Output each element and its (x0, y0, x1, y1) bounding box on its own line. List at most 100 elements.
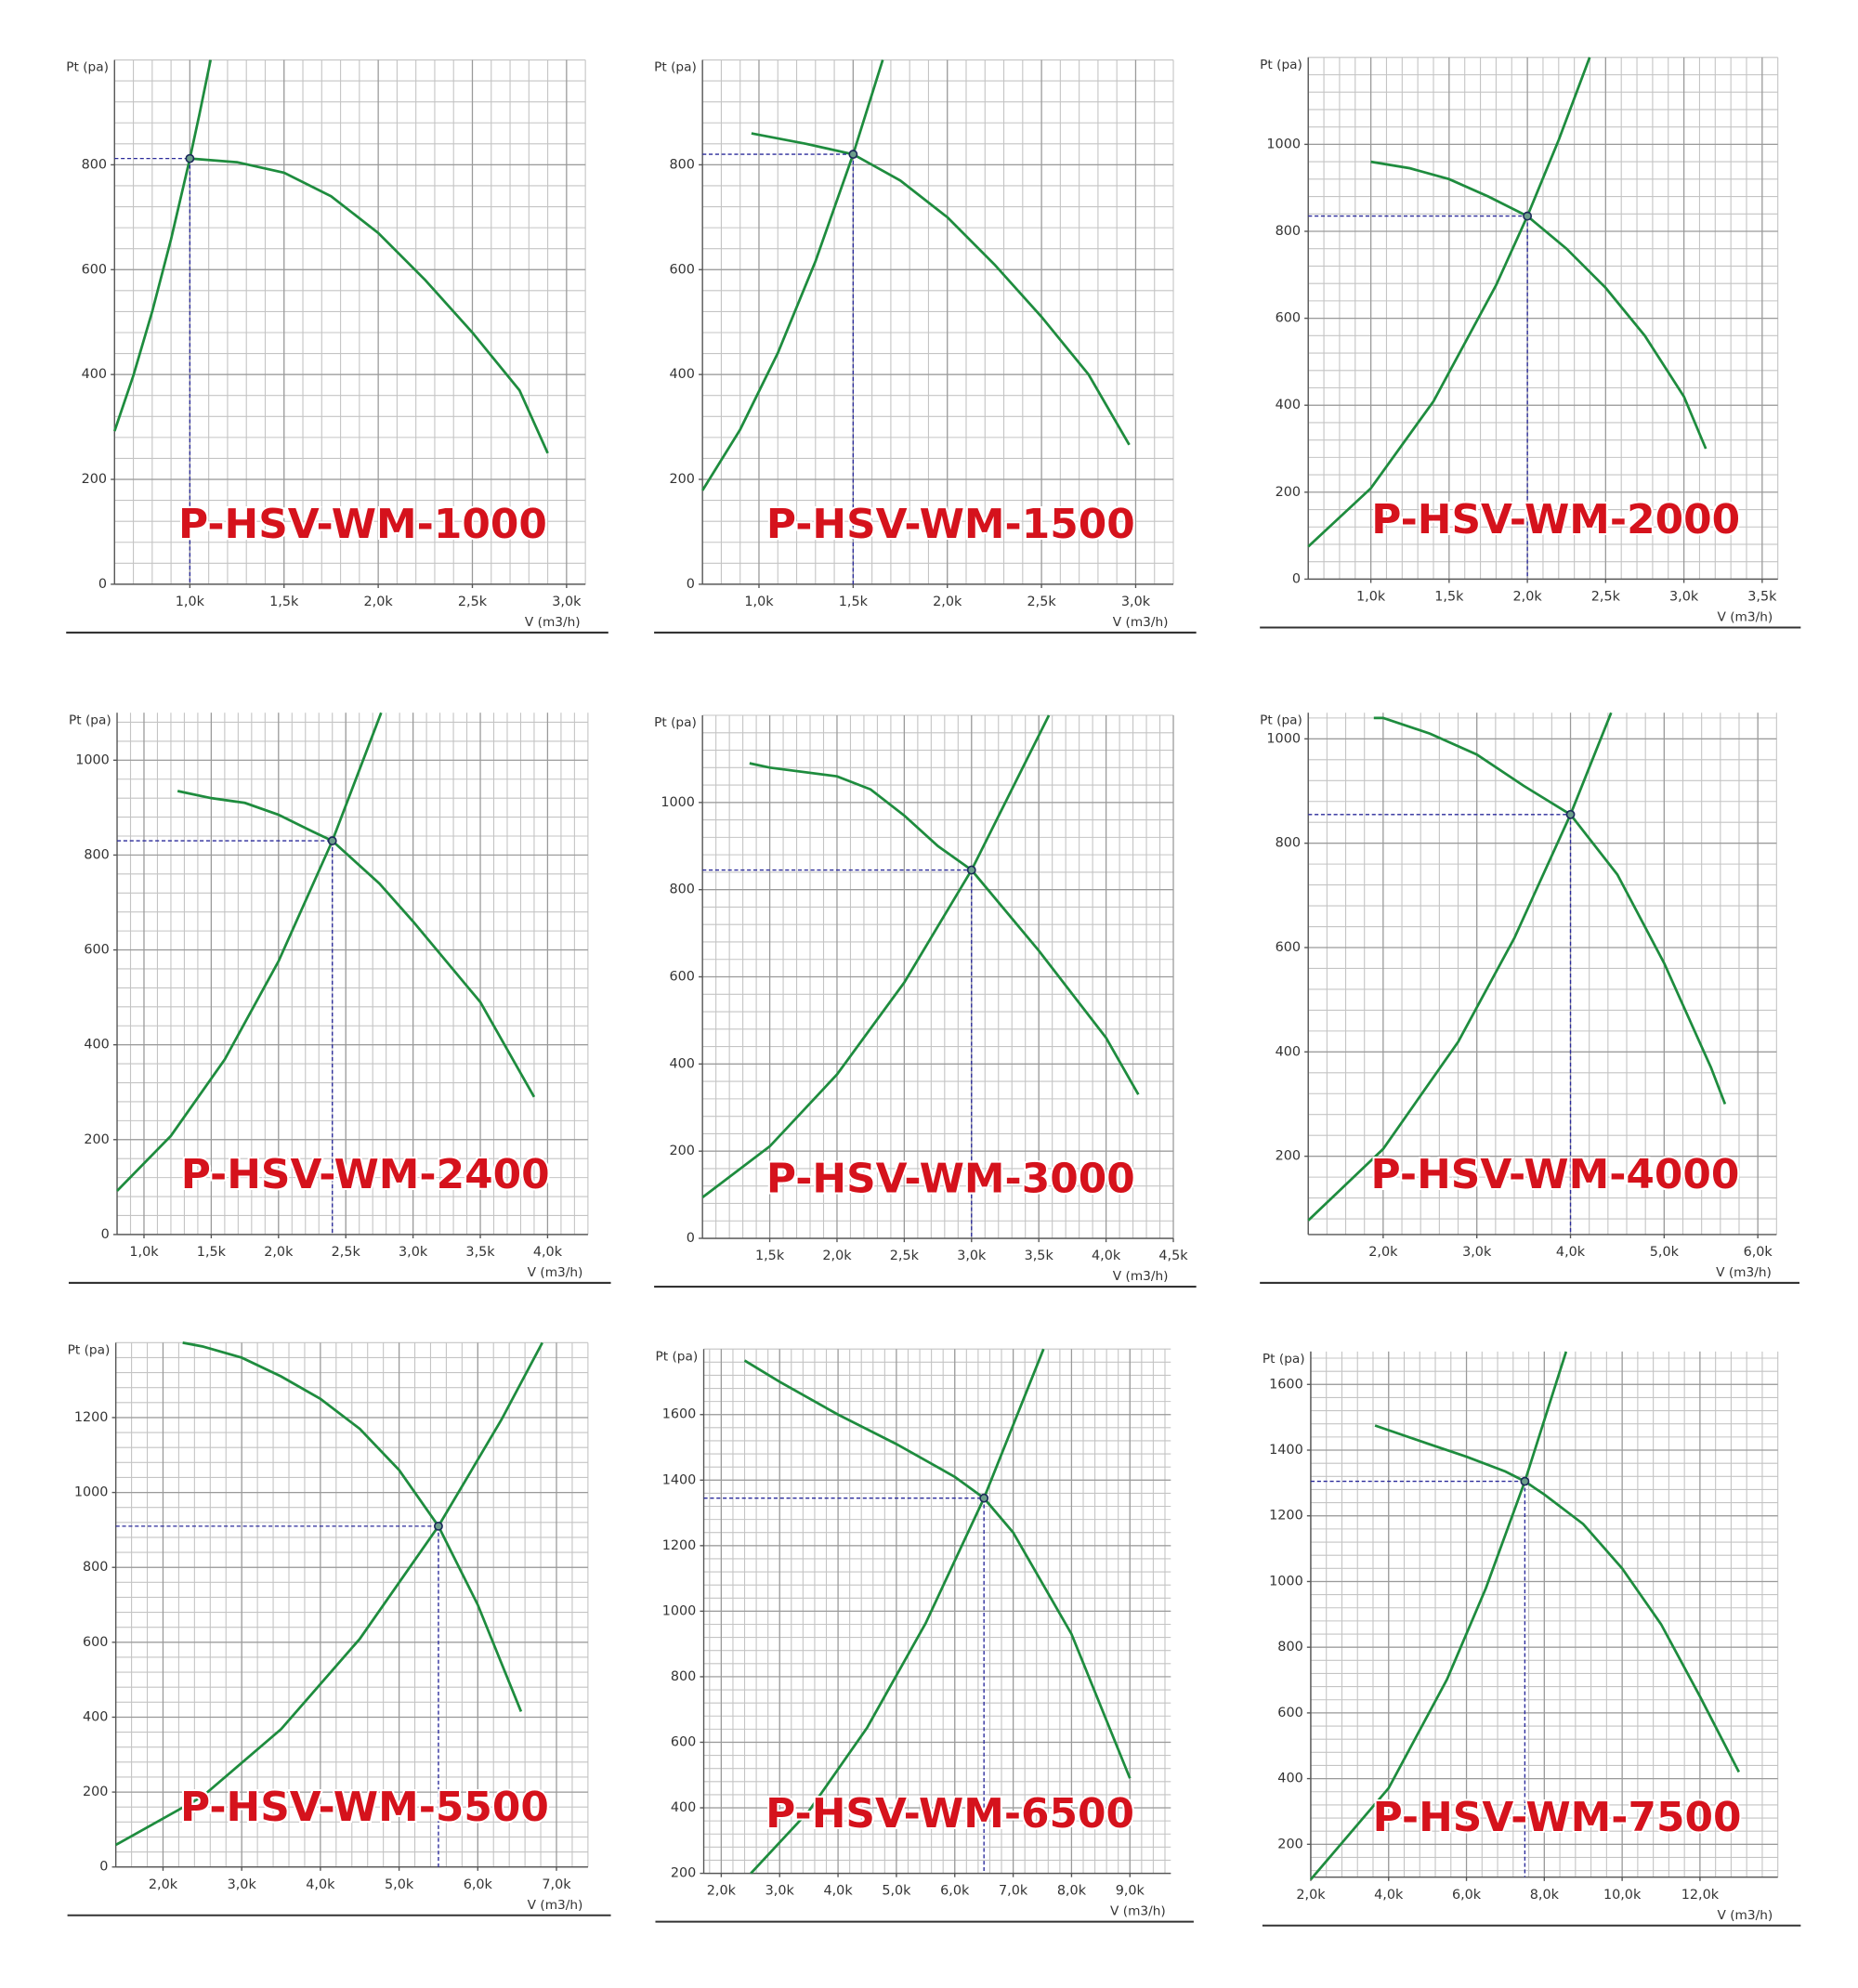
y-tick-label: 1600 (662, 1407, 697, 1422)
x-tick-label: 3,0k (1462, 1245, 1492, 1260)
curve (1374, 1424, 1741, 1773)
x-axis-label: V (m3/h) (1110, 1904, 1166, 1919)
curve (1373, 716, 1727, 1105)
curve (1309, 1351, 1568, 1881)
y-tick-label: 400 (83, 1709, 108, 1724)
x-axis-label: V (m3/h) (1716, 1265, 1772, 1280)
y-axis-label: Pt (pa) (654, 60, 697, 75)
y-tick-label: 1000 (75, 752, 110, 767)
y-tick-label: 200 (670, 472, 695, 487)
y-tick-label: 400 (1276, 398, 1301, 412)
y-tick-label: 600 (670, 970, 695, 985)
x-tick-label: 6,0k (464, 1877, 493, 1892)
x-tick-label: 7,0k (999, 1884, 1028, 1899)
x-tick-label: 2,0k (822, 1249, 852, 1263)
x-tick-label: 1,0k (176, 595, 205, 609)
x-tick-label: 1,0k (1356, 590, 1386, 605)
y-axis-label: Pt (pa) (655, 1349, 698, 1364)
y-tick-label: 600 (671, 1734, 696, 1749)
x-tick-label: 3,0k (228, 1877, 257, 1892)
x-tick-label: 10,0k (1603, 1888, 1642, 1903)
plot-area (117, 713, 588, 1235)
y-tick-label: 1000 (74, 1485, 109, 1500)
x-tick-label: 1,5k (269, 595, 299, 609)
y-axis-label: Pt (pa) (68, 1343, 111, 1358)
x-tick-label: 2,5k (1591, 590, 1621, 605)
y-tick-label: 1000 (1266, 137, 1301, 151)
x-tick-label: 4,0k (533, 1245, 563, 1260)
chart-title: P-HSV-WM-2000 (1371, 496, 1740, 543)
x-tick-label: 3,5k (1747, 590, 1777, 605)
x-tick-label: 2,5k (332, 1245, 361, 1260)
y-tick-label: 0 (1292, 571, 1301, 586)
y-tick-label: 800 (671, 1669, 696, 1684)
x-tick-label: 1,5k (839, 595, 869, 609)
curve (182, 1341, 523, 1712)
y-tick-label: 200 (1276, 1149, 1301, 1164)
y-tick-label: 1400 (662, 1472, 697, 1487)
y-tick-label: 800 (670, 883, 695, 897)
x-tick-label: 3,0k (1669, 590, 1699, 605)
curve (1370, 160, 1708, 450)
operating-point (1520, 1476, 1530, 1486)
y-tick-label: 600 (1276, 311, 1301, 326)
chart-title: P-HSV-WM-6500 (765, 1790, 1134, 1838)
operating-point (327, 836, 337, 846)
y-axis-label: Pt (pa) (1260, 58, 1302, 72)
curve (701, 714, 1051, 1198)
operating-point (434, 1521, 443, 1531)
x-tick-label: 1,5k (755, 1249, 785, 1263)
y-tick-label: 400 (82, 367, 107, 382)
y-tick-label: 800 (1276, 836, 1301, 851)
x-tick-label: 1,5k (197, 1245, 227, 1260)
curve (700, 59, 884, 491)
x-axis-label: V (m3/h) (1717, 1908, 1773, 1923)
y-tick-label: 200 (1276, 485, 1301, 500)
chart-title: P-HSV-WM-5500 (180, 1784, 549, 1831)
chart-title: P-HSV-WM-1500 (766, 501, 1135, 548)
y-tick-label: 1200 (662, 1538, 697, 1553)
y-tick-label: 600 (1276, 940, 1301, 955)
y-tick-label: 1000 (1266, 731, 1301, 746)
y-tick-label: 1600 (1269, 1377, 1303, 1392)
x-tick-label: 2,0k (1296, 1888, 1326, 1903)
x-tick-label: 4,0k (1374, 1888, 1404, 1903)
x-tick-label: 2,0k (1513, 590, 1543, 605)
y-tick-label: 0 (98, 577, 107, 592)
y-tick-label: 0 (99, 1860, 108, 1875)
y-tick-label: 400 (671, 1800, 696, 1815)
x-tick-label: 6,0k (1452, 1888, 1482, 1903)
y-tick-label: 1200 (74, 1410, 109, 1425)
x-tick-label: 8,0k (1530, 1888, 1560, 1903)
x-tick-label: 12,0k (1681, 1888, 1720, 1903)
x-tick-label: 6,0k (1744, 1245, 1773, 1260)
x-tick-label: 3,0k (957, 1249, 987, 1263)
x-tick-label: 3,0k (552, 595, 582, 609)
x-axis-label: V (m3/h) (528, 1265, 583, 1280)
y-tick-label: 200 (1277, 1837, 1302, 1851)
x-tick-label: 9,0k (1116, 1884, 1145, 1899)
x-tick-label: 5,0k (385, 1877, 414, 1892)
curve (750, 1348, 1045, 1875)
y-tick-label: 400 (1277, 1772, 1302, 1786)
x-tick-label: 4,0k (306, 1877, 335, 1892)
curve (1307, 57, 1591, 548)
chart-title: P-HSV-WM-2400 (181, 1151, 550, 1198)
y-tick-label: 800 (670, 157, 695, 172)
y-tick-label: 800 (84, 847, 109, 862)
x-tick-label: 3,0k (1121, 595, 1151, 609)
operating-point (1565, 809, 1576, 819)
y-tick-label: 800 (83, 1560, 108, 1575)
y-tick-label: 400 (670, 367, 695, 382)
chart-title: P-HSV-WM-1000 (178, 501, 547, 548)
x-tick-label: 2,0k (1368, 1245, 1398, 1260)
y-tick-label: 600 (82, 262, 107, 277)
curve (116, 712, 383, 1192)
x-tick-label: 1,0k (129, 1245, 159, 1260)
y-axis-label: Pt (pa) (654, 715, 697, 730)
x-tick-label: 1,5k (1434, 590, 1464, 605)
y-tick-label: 0 (101, 1227, 110, 1242)
x-tick-label: 8,0k (1057, 1884, 1087, 1899)
y-tick-label: 200 (82, 472, 107, 487)
y-tick-label: 0 (687, 577, 695, 592)
